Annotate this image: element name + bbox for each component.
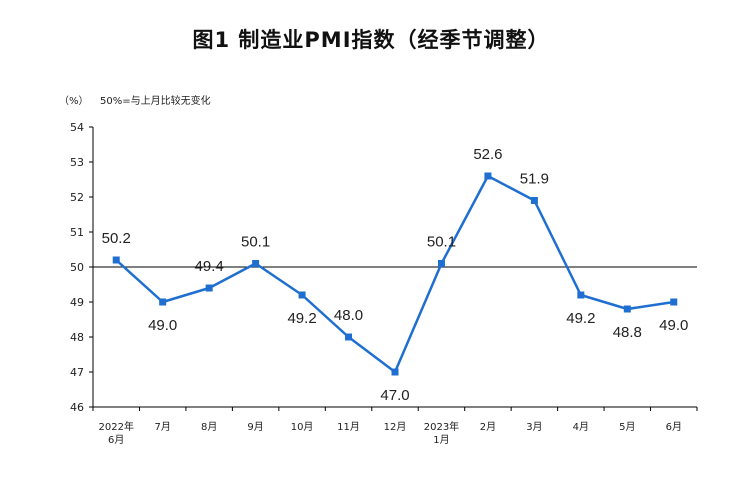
data-point-marker bbox=[345, 333, 353, 341]
data-label: 50.1 bbox=[241, 234, 270, 251]
data-label: 48.0 bbox=[334, 307, 363, 324]
data-label: 49.4 bbox=[195, 258, 224, 275]
data-point-marker bbox=[112, 256, 120, 264]
x-tick-label: 2022年 bbox=[99, 420, 134, 433]
data-point-marker bbox=[391, 368, 399, 376]
y-tick-label: 48 bbox=[70, 331, 84, 344]
data-label: 49.0 bbox=[148, 317, 177, 334]
x-tick-label: 4月 bbox=[573, 421, 589, 433]
y-tick-label: 52 bbox=[70, 191, 84, 204]
data-point-marker bbox=[577, 291, 585, 299]
data-point-marker bbox=[623, 305, 631, 313]
y-axis-unit-label: （%） bbox=[59, 95, 89, 107]
chart-title: 图1 制造业PMI指数（经季节调整） bbox=[192, 28, 550, 52]
data-label: 49.2 bbox=[287, 310, 316, 327]
data-label: 50.1 bbox=[427, 234, 456, 251]
y-tick-label: 51 bbox=[70, 226, 84, 239]
reference-annotation: 50%=与上月比较无变化 bbox=[100, 94, 211, 107]
data-point-marker bbox=[159, 298, 167, 306]
x-tick-label: 11月 bbox=[337, 421, 360, 433]
y-tick-label: 53 bbox=[70, 156, 84, 169]
x-tick-label: 2023年 bbox=[424, 420, 459, 433]
x-tick-label: 12月 bbox=[384, 421, 407, 433]
data-label: 50.2 bbox=[102, 230, 131, 247]
x-tick-label: 6月 bbox=[666, 421, 682, 433]
y-tick-label: 49 bbox=[70, 296, 84, 309]
y-tick-label: 50 bbox=[70, 261, 84, 274]
data-label: 49.0 bbox=[659, 317, 688, 334]
data-label: 49.2 bbox=[566, 310, 595, 327]
x-tick-label: 5月 bbox=[619, 421, 635, 433]
x-tick-label: 2月 bbox=[480, 421, 496, 433]
x-tick-label: 10月 bbox=[291, 421, 314, 433]
data-point-marker bbox=[205, 284, 213, 292]
data-label: 48.8 bbox=[613, 324, 642, 341]
data-label: 51.9 bbox=[520, 171, 549, 188]
data-label: 52.6 bbox=[473, 146, 502, 163]
x-tick-label: 8月 bbox=[201, 421, 217, 433]
y-tick-label: 47 bbox=[70, 366, 84, 379]
data-point-marker bbox=[252, 260, 260, 267]
data-label: 47.0 bbox=[380, 387, 409, 404]
data-point-marker bbox=[437, 260, 445, 267]
data-point-marker bbox=[670, 298, 678, 306]
x-tick-label: 1月 bbox=[433, 434, 449, 446]
data-point-marker bbox=[530, 197, 538, 204]
x-tick-label: 7月 bbox=[155, 421, 171, 433]
y-tick-label: 46 bbox=[70, 401, 84, 414]
x-tick-label: 3月 bbox=[526, 421, 542, 433]
data-point-marker bbox=[484, 172, 492, 180]
x-tick-label: 6月 bbox=[108, 434, 124, 446]
y-tick-label: 54 bbox=[70, 121, 84, 134]
x-tick-label: 9月 bbox=[247, 421, 263, 433]
data-point-marker bbox=[298, 291, 306, 299]
